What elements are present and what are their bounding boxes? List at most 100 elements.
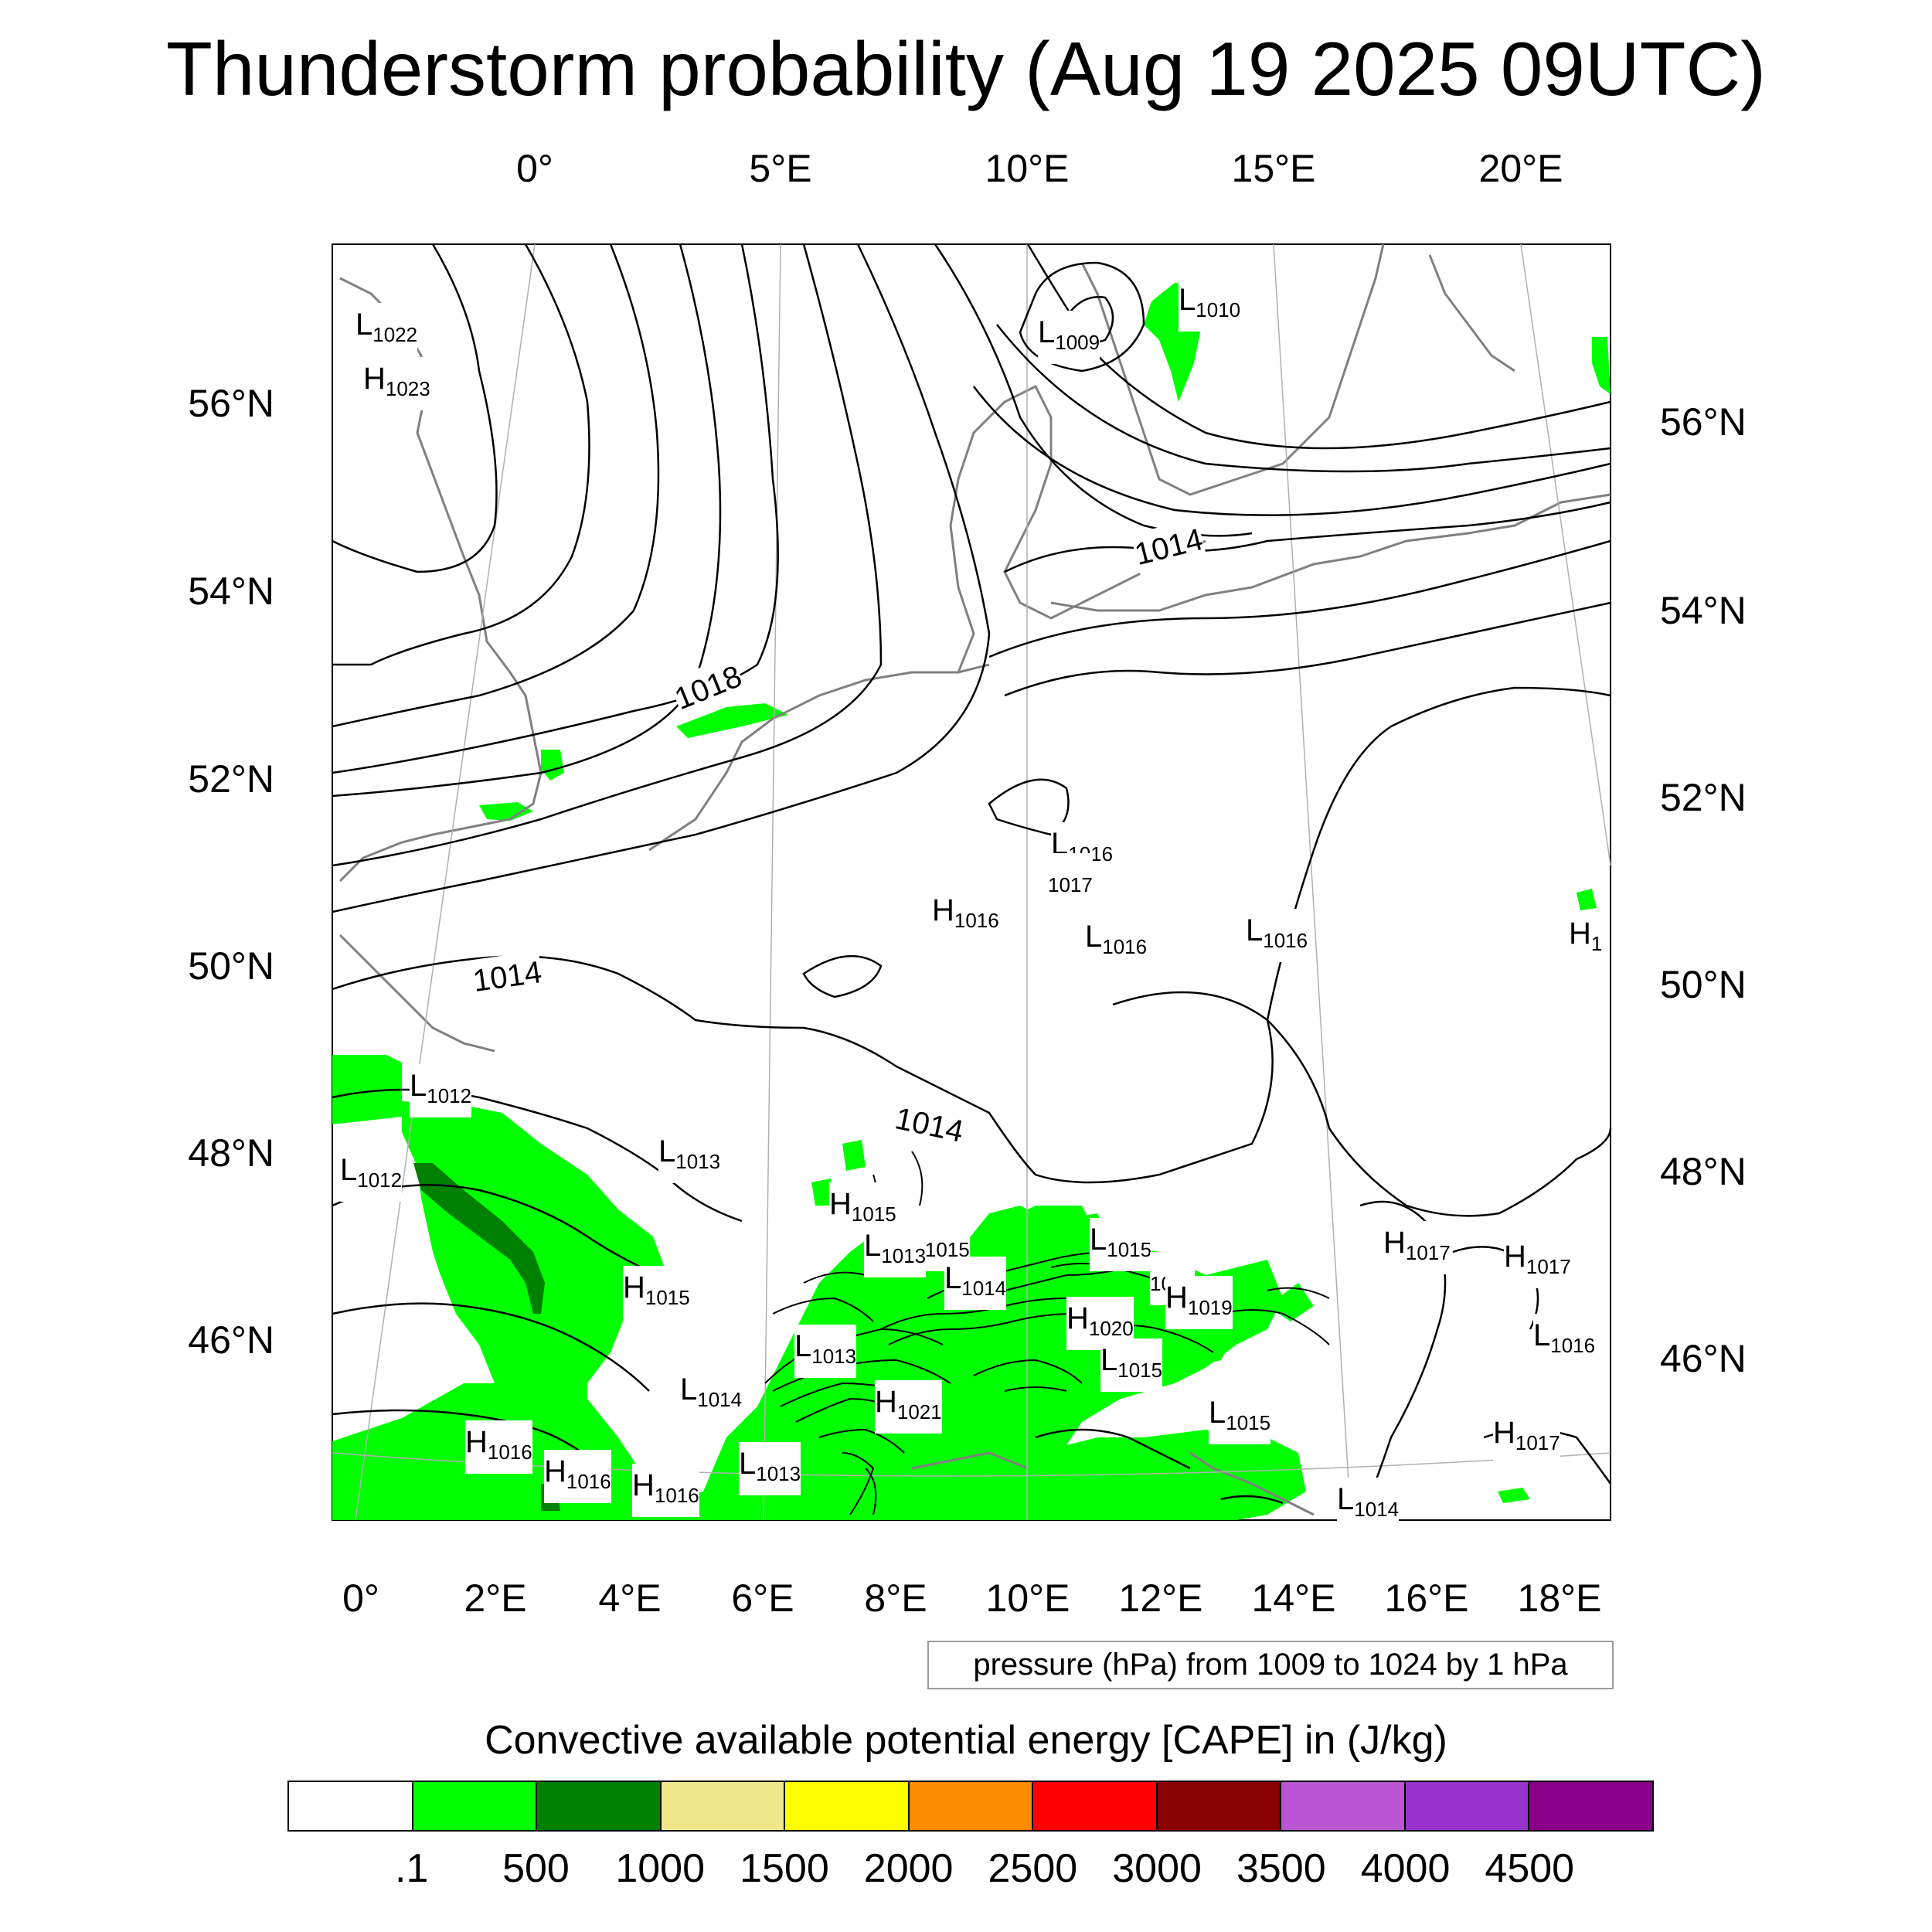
cape-area-e3 [1267,1283,1314,1321]
coastlines [338,243,1611,1516]
pressure-center-letter: L [1179,283,1196,317]
colorbar-box [1157,1782,1282,1830]
cape-colorbar [287,1781,1654,1832]
colorbar-label: 4000 [1360,1846,1451,1891]
pressure-center-value: 1013 [756,1462,801,1485]
isobar-28 [1035,1428,1191,1470]
isobar-17 [332,686,1611,1184]
right-lat-label: 52°N [1660,776,1747,819]
pressure-center-label: H1016 [544,1450,611,1503]
pressure-center-value: 1017 [1515,1431,1560,1454]
bottom-lon-label: 14°E [1251,1577,1336,1620]
pressure-center-label: H1016 [632,1464,699,1517]
isobar-14 [1004,501,1611,573]
pressure-center-letter: L [1100,1343,1118,1377]
page-title: Thunderstorm probability (Aug 19 2025 09… [166,26,1766,111]
pressure-center-label: H1023 [363,357,430,410]
pressure-center-value: 1016 [566,1470,611,1493]
pressure-center-value: 1015 [1117,1359,1163,1382]
colorbar-label: 2000 [863,1846,954,1891]
cape-area-e2 [1498,1488,1530,1503]
isobar-15 [988,539,1611,658]
cape-area-c2 [811,1179,835,1206]
pressure-center-value: 1014 [961,1277,1007,1300]
cape-dark-band [413,1163,545,1314]
pressure-center-label: 1017 [1048,853,1093,906]
coast-sweden [1080,243,1385,496]
cape-area-e1 [1577,889,1597,910]
top-lon-label: 20°E [1478,147,1563,190]
pressure-center-value: 1020 [1088,1317,1134,1340]
cape-area-uk1 [541,750,564,781]
pressure-center-label: L1014 [680,1368,743,1421]
coast-adriatic [1189,1451,1315,1516]
right-lat-label: 48°N [1660,1150,1747,1193]
isobar-16 [1004,601,1611,697]
pressure-center-label: L1010 [1179,278,1241,332]
isobar-1 [332,243,498,573]
colorbar-box [289,1782,413,1830]
pressure-center-letter: H [1066,1301,1089,1335]
pressure-center-letter: L [1085,920,1103,954]
pressure-center-letter: L [794,1329,812,1363]
pressure-center-value: 1017 [1405,1241,1451,1264]
bottom-lon-label: 4°E [598,1577,662,1620]
pressure-center-value: 1019 [1187,1296,1233,1319]
isobar-29 [1220,1495,1284,1505]
pressure-center-value: 1015 [851,1202,896,1226]
pressure-center-label: H1019 [1165,1276,1233,1329]
right-lat-label: 56°N [1660,400,1747,444]
pressure-center-letter: L [1337,1482,1355,1516]
pressure-center-value: 1016 [1550,1334,1596,1357]
pressure-center-letter: H [875,1385,897,1419]
pressure-center-value: 1014 [1354,1498,1400,1521]
isobar-23 [802,954,883,998]
bottom-lon-label: 16°E [1384,1577,1469,1620]
isobar-3 [332,243,660,728]
coast-baltic [1050,493,1611,612]
pressure-center-value: 1017 [1526,1255,1571,1278]
pressure-center-letter: L [355,308,373,342]
pressure-center-letter: H [1569,917,1591,951]
coast-benelux [648,663,990,852]
pressure-center-label: L1015 [1209,1391,1271,1444]
colorbar-label: 2500 [988,1846,1078,1891]
pressure-center-value: 1016 [487,1440,532,1464]
pressure-center-label: L1014 [1337,1478,1400,1531]
colorbar-label: 3500 [1236,1846,1326,1891]
pressure-center-letter: H [623,1270,645,1304]
pressure-center-value: 1015 [1107,1238,1152,1261]
pressure-center-label: L1012 [340,1148,403,1202]
isobar-6 [332,243,883,867]
pressure-center-value: 1013 [881,1244,927,1267]
colorbar-label: 4500 [1485,1846,1575,1891]
colorbar-box [785,1782,910,1830]
pressure-center-value: 1012 [357,1168,403,1192]
cape-title: Convective available potential energy [C… [485,1718,1447,1763]
pressure-center-value: 1022 [372,323,418,346]
bottom-lon-label: 10°E [985,1577,1070,1620]
pressure-center-label: H1015 [623,1266,690,1319]
pressure-center-letter: H [632,1468,655,1502]
bottom-lon-label: 6°E [731,1577,794,1620]
pressure-center-label: H1 [1569,912,1603,965]
pressure-center-letter: L [739,1447,757,1481]
pressure-center-letter: H [1383,1226,1406,1260]
pressure-center-letter: L [1051,827,1069,861]
cape-area-ne1 [1592,337,1611,394]
pressure-center-value: 1021 [896,1400,942,1423]
cape-area-west [332,1055,665,1461]
colorbar-label: .1 [395,1846,429,1891]
colorbar-box [413,1782,538,1830]
pressure-center-letter: H [1504,1240,1526,1274]
pressure-center-letter: H [465,1425,488,1459]
left-lat-label: 48°N [188,1131,274,1175]
pressure-center-label: L1022 [355,303,418,356]
cape-area-c1 [842,1140,866,1171]
pressure-center-letter: L [1090,1223,1107,1257]
pressure-center-value: 1016 [954,909,999,932]
colorbar-label: 1000 [615,1846,706,1891]
pressure-center-letter: L [410,1069,427,1103]
pressure-center-label: L1015 [1100,1338,1163,1392]
pressure-center-letter: H [932,893,954,927]
